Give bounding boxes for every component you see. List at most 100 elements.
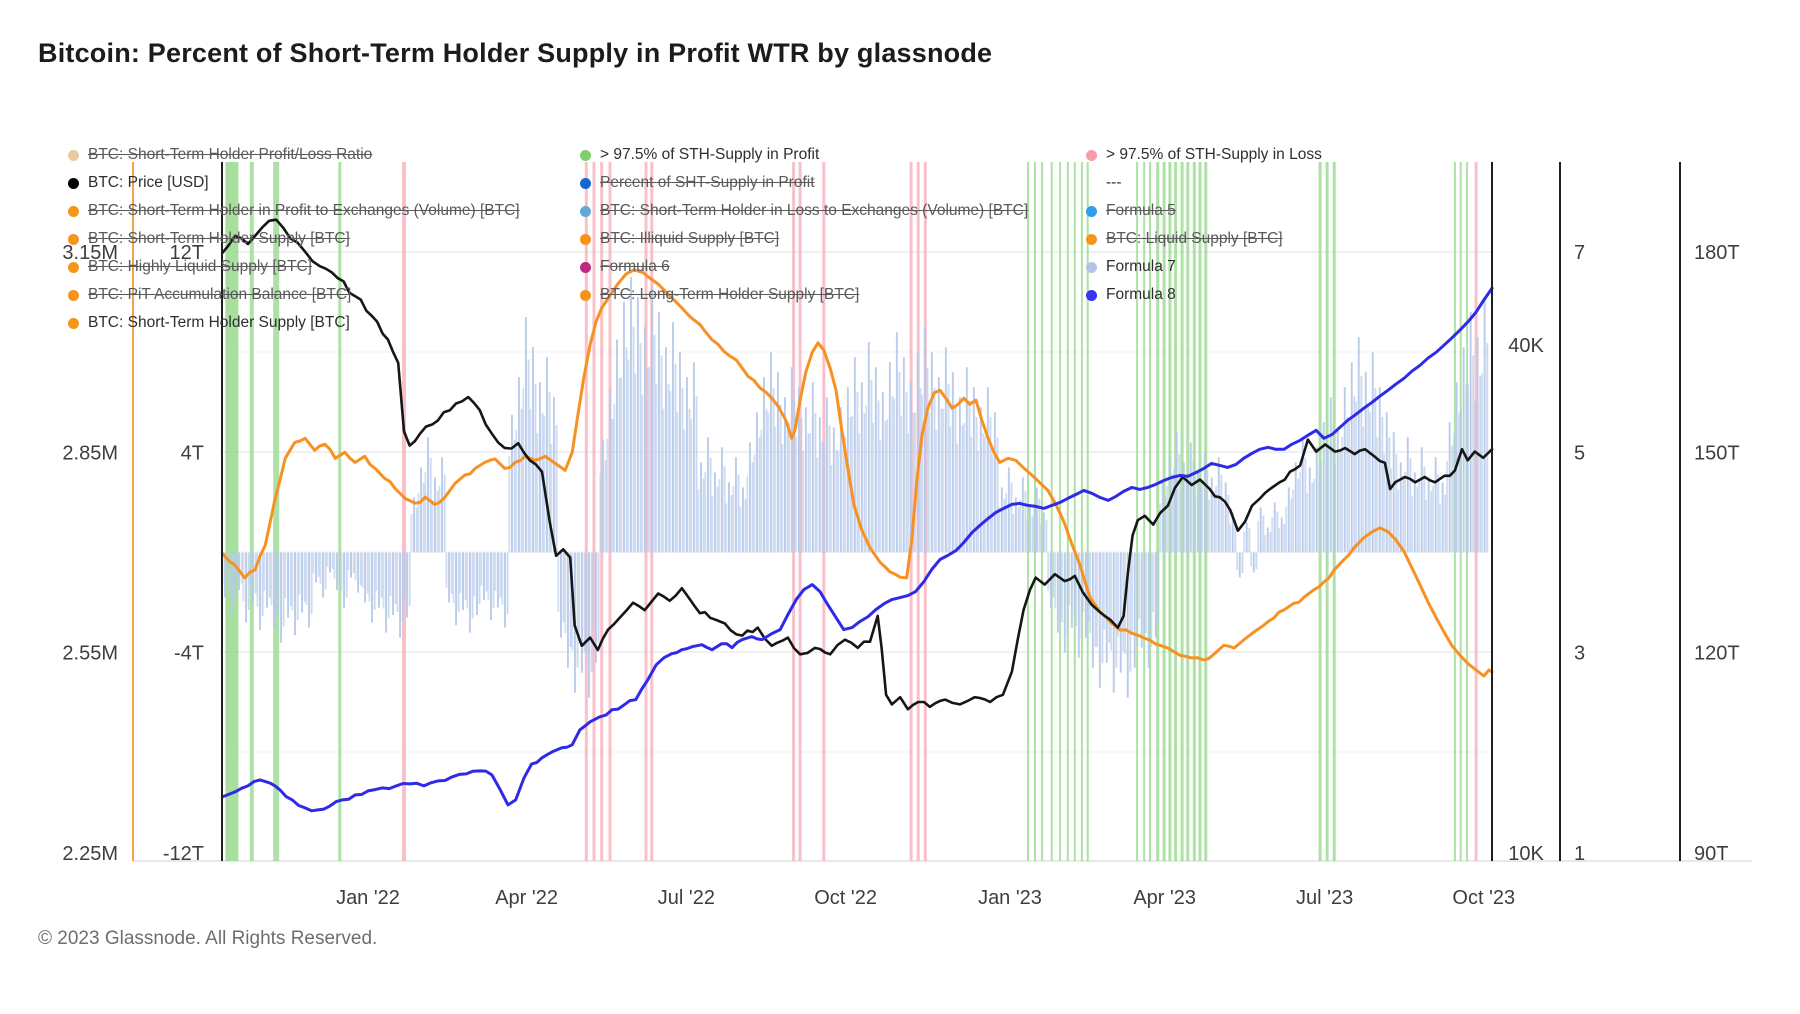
volume-bar: [1278, 528, 1281, 553]
volume-bar: [494, 552, 497, 592]
volume-bar: [623, 302, 625, 553]
volume-bar: [1103, 552, 1106, 630]
x-axis-label: Jan '23: [978, 887, 1042, 909]
volume-bar: [1203, 452, 1206, 553]
volume-bar: [646, 367, 649, 553]
volume-bar: [1143, 552, 1146, 631]
legend-item[interactable]: Formula 5: [1086, 197, 1322, 225]
volume-bar: [660, 355, 663, 553]
volume-bar: [245, 552, 247, 623]
volume-bar: [716, 486, 719, 553]
legend-item[interactable]: BTC: Illiquid Supply [BTC]: [580, 225, 1028, 253]
volume-bar: [1444, 495, 1447, 553]
legend-item[interactable]: Formula 6: [580, 253, 1028, 281]
volume-bar: [996, 437, 999, 553]
legend-item[interactable]: Formula 8: [1086, 281, 1322, 309]
legend-item[interactable]: BTC: Short-Term Holder in Loss to Exchan…: [580, 197, 1028, 225]
volume-bar: [742, 487, 744, 553]
volume-bar: [1154, 552, 1157, 638]
volume-bar: [294, 552, 296, 636]
volume-bar: [961, 425, 964, 553]
legend-item[interactable]: > 97.5% of STH-Supply in Profit: [580, 141, 1028, 169]
y-axis-label: 150T: [1694, 442, 1740, 464]
legend-item[interactable]: BTC: Liquid Supply [BTC]: [1086, 225, 1322, 253]
volume-bar: [991, 454, 994, 553]
volume-bar: [259, 552, 261, 631]
volume-bar: [1476, 337, 1479, 553]
volume-bar: [898, 371, 901, 553]
volume-bar: [452, 552, 455, 604]
volume-bar: [802, 450, 805, 553]
volume-bar: [886, 419, 889, 553]
volume-bar: [1334, 464, 1337, 553]
volume-bar: [1175, 432, 1178, 553]
volume-bar: [1129, 552, 1132, 672]
volume-bar: [1425, 499, 1427, 553]
volume-bar: [1446, 461, 1448, 553]
volume-bar: [599, 473, 602, 553]
volume-bar: [284, 552, 287, 599]
volume-bar: [354, 552, 357, 581]
volume-bar: [968, 400, 971, 553]
volume-bar: [511, 414, 513, 553]
volume-bar: [478, 552, 481, 604]
legend-item-label: Formula 6: [600, 258, 670, 275]
x-axis-label: Jan '22: [336, 887, 400, 909]
volume-bar: [506, 552, 509, 615]
volume-bar: [1073, 552, 1076, 615]
volume-bar: [1332, 425, 1335, 553]
volume-bar: [546, 357, 548, 553]
profit-band: [1174, 162, 1178, 861]
volume-bar: [373, 552, 376, 610]
legend-item[interactable]: BTC: Short-Term Holder Supply [BTC]: [68, 309, 520, 337]
legend-item[interactable]: BTC: Short-Term Holder in Profit to Exch…: [68, 197, 520, 225]
volume-bar: [1201, 482, 1204, 553]
y-axis-label: 2.85M: [62, 442, 118, 464]
volume-bar: [527, 359, 530, 553]
legend-item[interactable]: BTC: Long-Term Holder Supply [BTC]: [580, 281, 1028, 309]
volume-bar: [1182, 462, 1185, 553]
legend-item[interactable]: BTC: Short-Term Holder Profit/Loss Ratio: [68, 141, 520, 169]
volume-bar: [273, 552, 275, 628]
volume-bar: [891, 396, 894, 553]
volume-bar: [884, 421, 887, 553]
legend-item[interactable]: ---: [1086, 169, 1322, 197]
volume-bar: [1280, 517, 1283, 553]
volume-bar: [632, 326, 635, 553]
volume-bar: [1385, 412, 1388, 553]
volume-bar: [686, 377, 688, 553]
legend-item[interactable]: Percent of SHT-Supply in Profit: [580, 169, 1028, 197]
volume-bar: [667, 384, 670, 553]
volume-bar: [1252, 552, 1255, 573]
volume-bar: [1234, 519, 1237, 553]
profit-band: [1156, 162, 1160, 861]
volume-bar: [975, 417, 978, 553]
legend-item[interactable]: BTC: Price [USD]: [68, 169, 520, 197]
legend-item[interactable]: Formula 7: [1086, 253, 1322, 281]
volume-bar: [1206, 470, 1209, 553]
volume-bar: [739, 506, 742, 553]
legend-item[interactable]: BTC: Highly Liquid Supply [BTC]: [68, 253, 520, 281]
volume-bar: [912, 412, 915, 553]
legend-column: > 97.5% of STH-Supply in Loss --- Formula …: [1086, 141, 1322, 309]
legend-swatch-icon: [68, 177, 79, 189]
volume-bar: [788, 422, 791, 553]
formula8-line: [220, 286, 1494, 813]
volume-bar: [823, 443, 826, 553]
legend-item[interactable]: BTC: Short-Term Holder Supply [BTC]: [68, 225, 520, 253]
volume-bar: [1458, 412, 1461, 553]
volume-bar: [758, 437, 761, 553]
volume-bar: [1171, 474, 1174, 553]
legend-item[interactable]: > 97.5% of STH-Supply in Loss: [1086, 141, 1322, 169]
volume-bar: [777, 372, 779, 553]
volume-bar: [1404, 471, 1407, 553]
volume-bar: [1178, 453, 1181, 553]
volume-bar: [613, 403, 616, 553]
legend-item[interactable]: BTC: PiT Accumulation Balance [BTC]: [68, 281, 520, 309]
volume-bar: [427, 437, 429, 553]
volume-bar: [744, 499, 747, 553]
volume-bar: [933, 388, 936, 553]
